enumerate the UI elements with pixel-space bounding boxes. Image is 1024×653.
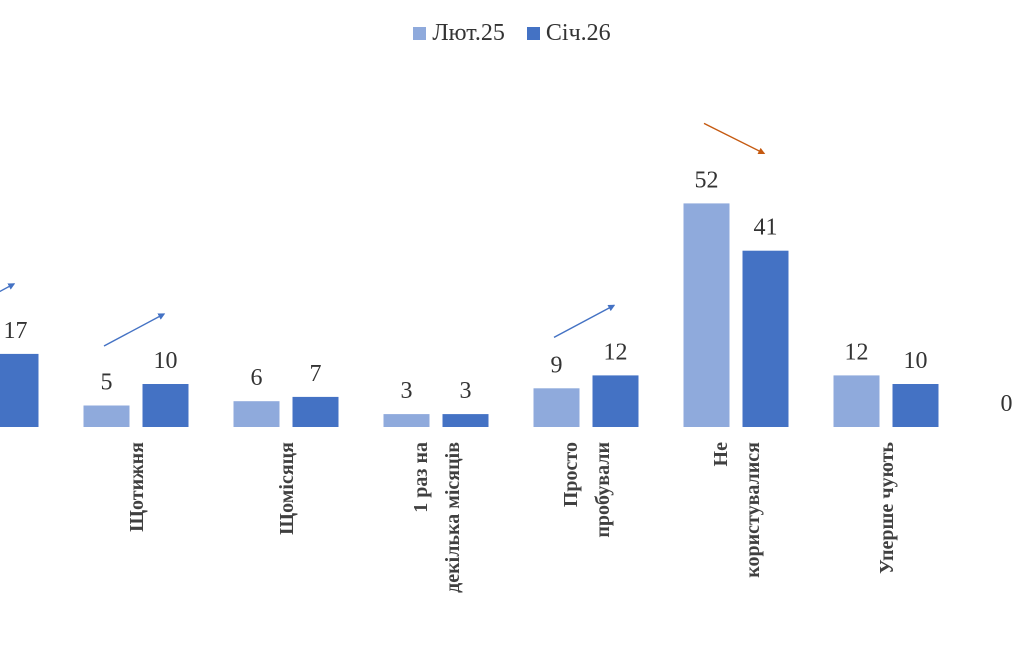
data-label-1-5: 52 [695, 167, 719, 193]
category-label-line-3-0: 1 раз на [410, 442, 432, 513]
category-label-line-5-1: користувалися [742, 442, 764, 578]
data-label-1-1: 5 [101, 370, 113, 396]
bar-1-2 [233, 401, 280, 427]
trend-arrow-up-4 [553, 304, 616, 339]
bar-2-4 [592, 375, 639, 427]
category-label-2: Щомісяця [276, 442, 298, 535]
legend-swatch-series-2 [526, 27, 540, 40]
category-label-line-3-1: декілька місяців [442, 442, 464, 593]
category-label-line-2-0: Щомісяця [276, 442, 298, 535]
legend-label-series-2: Січ.26 [545, 20, 611, 46]
bar-1-5 [683, 203, 730, 427]
category-label-5: Не користувалися [710, 442, 764, 578]
trend-arrow-up-0 [0, 283, 16, 293]
bar-2-0 [0, 353, 39, 427]
legend-swatch-series-1 [413, 27, 427, 40]
bar-2-1 [142, 384, 189, 427]
category-label-line-1-0: Щотижня [126, 442, 148, 532]
category-label-1: Щотижня [126, 442, 148, 532]
bar-2-2 [292, 396, 339, 427]
bar-1-1 [83, 405, 130, 427]
category-label-4: Просто пробували [560, 442, 614, 538]
bar-1-3 [383, 414, 430, 427]
data-label-2-6: 10 [904, 348, 928, 374]
category-label-3: 1 раз на декілька місяців [410, 442, 464, 593]
category-label-line-4-1: пробували [592, 442, 614, 538]
legend-item-series-1: Лют.25 [413, 20, 505, 47]
data-label-2-2: 7 [310, 361, 322, 387]
bar-1-6 [833, 375, 880, 427]
trend-arrow-down-5 [703, 122, 766, 155]
data-label-1-3: 3 [401, 378, 413, 404]
data-label-1-2: 6 [251, 365, 263, 391]
category-label-6: Уперше чують [876, 442, 898, 574]
category-label-line-5-0: Не [710, 442, 732, 467]
data-label-1-7: 0 [1001, 391, 1013, 417]
data-label-2-4: 12 [604, 339, 628, 365]
category-label-line-4-0: Просто [560, 442, 582, 507]
data-label-1-4: 9 [551, 352, 563, 378]
data-label-2-3: 3 [460, 378, 472, 404]
bar-2-5 [742, 250, 789, 427]
data-label-2-1: 10 [154, 348, 178, 374]
data-label-2-5: 41 [754, 215, 778, 241]
bar-2-3 [442, 414, 489, 427]
bar-1-4 [533, 388, 580, 427]
category-label-line-6-0: Уперше чують [876, 442, 898, 574]
legend-item-series-2: Січ.26 [526, 20, 611, 47]
trend-arrow-up-1 [103, 313, 166, 347]
bar-2-6 [892, 384, 939, 427]
data-label-2-0: 17 [4, 318, 28, 344]
data-label-1-6: 12 [845, 339, 869, 365]
legend: Лют.25 Січ.26 [0, 20, 1024, 47]
legend-label-series-1: Лют.25 [432, 20, 505, 46]
